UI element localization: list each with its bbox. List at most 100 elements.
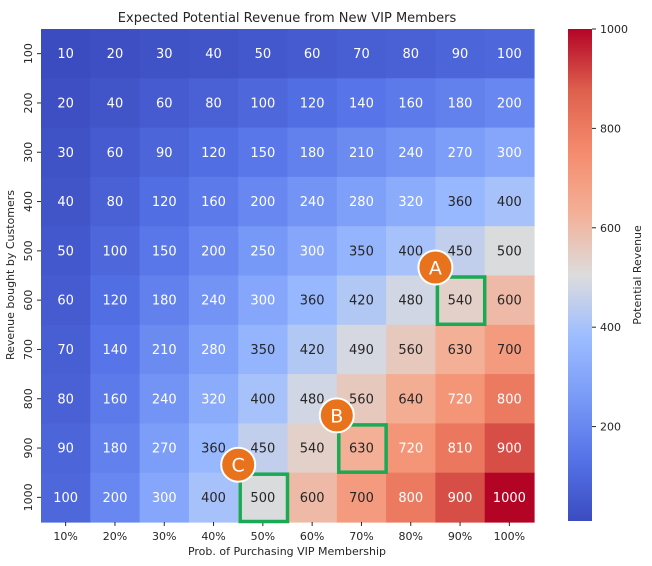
heatmap-cell [435, 176, 486, 227]
colorbar-tick-label: 200 [600, 421, 621, 434]
x-tick-label: 60% [300, 530, 324, 543]
cell-value-label: 240 [300, 195, 325, 210]
cell-value-label: 180 [103, 442, 128, 457]
heatmap-cell [90, 275, 141, 326]
cell-value-label: 140 [349, 96, 374, 111]
cell-value-label: 400 [497, 195, 522, 210]
highlight-boxes [238, 275, 487, 524]
cell-value-label: 200 [250, 195, 275, 210]
heatmap-cell [139, 127, 190, 178]
heatmap-cell [238, 472, 289, 523]
y-tick-label: 600 [22, 290, 35, 311]
cell-value-label: 200 [497, 96, 522, 111]
heatmap-cell [238, 226, 289, 277]
cell-value-label: 80 [107, 195, 124, 210]
heatmap-cell [90, 127, 141, 178]
cell-value-label: 320 [398, 195, 423, 210]
cell-value-label: 240 [201, 294, 226, 309]
colorbar-tick-label: 600 [600, 222, 621, 235]
cell-value-label: 30 [156, 47, 173, 62]
heatmap-cell [41, 374, 91, 424]
highlight-box-c [238, 472, 290, 524]
heatmap-cell [139, 29, 190, 79]
cell-value-label: 450 [448, 244, 473, 259]
cell-value-label: 240 [152, 392, 177, 407]
colorbar-tick-label: 400 [600, 321, 621, 334]
cell-value-label: 800 [398, 491, 423, 506]
cell-value-label: 400 [250, 392, 275, 407]
heatmap-cells: 10 20 30 40 50 60 70 80 90 100 20 40 60 80 100 120 140 16… [41, 29, 535, 523]
heatmap-cell [238, 29, 289, 79]
cell-value-label: 280 [349, 195, 374, 210]
cell-value-label: 60 [304, 47, 321, 62]
heatmap-cell [484, 127, 535, 178]
heatmap-cell [336, 127, 387, 178]
y-tick-label: 100 [22, 43, 35, 64]
heatmap-cell [90, 78, 141, 129]
x-axis-label: Prob. of Purchasing VIP Membership [188, 545, 386, 558]
cell-value-label: 70 [57, 343, 74, 358]
heatmap-cell [287, 472, 338, 523]
heatmap-cell [386, 29, 436, 79]
heatmap-cell [41, 423, 91, 474]
cell-value-label: 20 [107, 47, 124, 62]
heatmap-cell [287, 29, 338, 79]
cell-value-label: 70 [353, 47, 370, 62]
cell-value-label: 150 [152, 244, 177, 259]
heatmap-cell [41, 275, 91, 326]
y-axis-label: Revenue bought by Customers [4, 190, 17, 360]
heatmap-cell [484, 176, 535, 227]
cell-value-label: 720 [448, 392, 473, 407]
heatmap-cell [41, 324, 91, 375]
cell-value-label: 480 [300, 392, 325, 407]
heatmap-cell [139, 374, 190, 424]
cell-value-label: 50 [57, 244, 74, 259]
heatmap-cell [139, 275, 190, 326]
cell-value-label: 160 [103, 392, 128, 407]
y-tick-label: 900 [22, 438, 35, 459]
heatmap-cell [188, 472, 239, 523]
heatmap-cell [90, 423, 141, 474]
cell-value-label: 10 [57, 47, 74, 62]
heatmap-cell [90, 226, 141, 277]
heatmap-cell [188, 78, 239, 129]
cell-value-label: 80 [205, 96, 222, 111]
heatmap-cell [484, 29, 535, 79]
cell-value-label: 40 [57, 195, 74, 210]
heatmap-cell [287, 78, 338, 129]
cell-value-label: 700 [349, 491, 374, 506]
y-tick-label: 700 [22, 339, 35, 360]
heatmap-cell [139, 176, 190, 227]
heatmap-cell [90, 472, 141, 523]
cell-value-label: 80 [57, 392, 74, 407]
y-tick-label: 300 [22, 142, 35, 163]
cell-value-label: 160 [201, 195, 226, 210]
heatmap-cell [435, 324, 486, 375]
cell-value-label: 50 [255, 47, 272, 62]
colorbar-label: Potential Revenue [631, 225, 644, 325]
cell-value-label: 270 [152, 442, 177, 457]
marker-b-circle [318, 397, 355, 434]
heatmap-cell [336, 226, 387, 277]
cell-value-label: 420 [300, 343, 325, 358]
cell-value-label: 250 [250, 244, 275, 259]
x-tick-label: 40% [201, 530, 225, 543]
cell-value-label: 120 [300, 96, 325, 111]
cell-value-label: 150 [250, 146, 275, 161]
cell-value-label: 240 [398, 146, 423, 161]
cell-value-label: 160 [398, 96, 423, 111]
heatmap-cell [238, 374, 289, 424]
heatmap-cell [188, 29, 239, 79]
heatmap-cell [238, 324, 289, 375]
heatmap-cell [484, 275, 535, 326]
cell-value-label: 810 [448, 442, 473, 457]
cell-value-label: 180 [152, 294, 177, 309]
cell-value-label: 300 [300, 244, 325, 259]
cell-value-label: 400 [398, 244, 423, 259]
cell-value-label: 560 [349, 392, 374, 407]
heatmap-cell [41, 127, 91, 178]
cell-value-label: 900 [497, 442, 522, 457]
heatmap-cell [287, 324, 338, 375]
heatmap-cell [139, 472, 190, 523]
